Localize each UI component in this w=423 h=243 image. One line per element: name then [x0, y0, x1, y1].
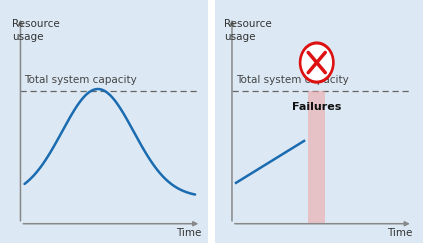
Text: Total system capacity: Total system capacity: [236, 75, 349, 85]
Circle shape: [299, 42, 334, 83]
Text: Total system capacity: Total system capacity: [25, 75, 137, 85]
Text: Failures: Failures: [292, 102, 341, 112]
Text: Resource
usage: Resource usage: [224, 19, 272, 42]
Text: Resource
usage: Resource usage: [12, 19, 60, 42]
Text: Time: Time: [387, 228, 413, 238]
Text: Time: Time: [176, 228, 201, 238]
Circle shape: [302, 45, 331, 80]
Bar: [308, 91, 325, 224]
